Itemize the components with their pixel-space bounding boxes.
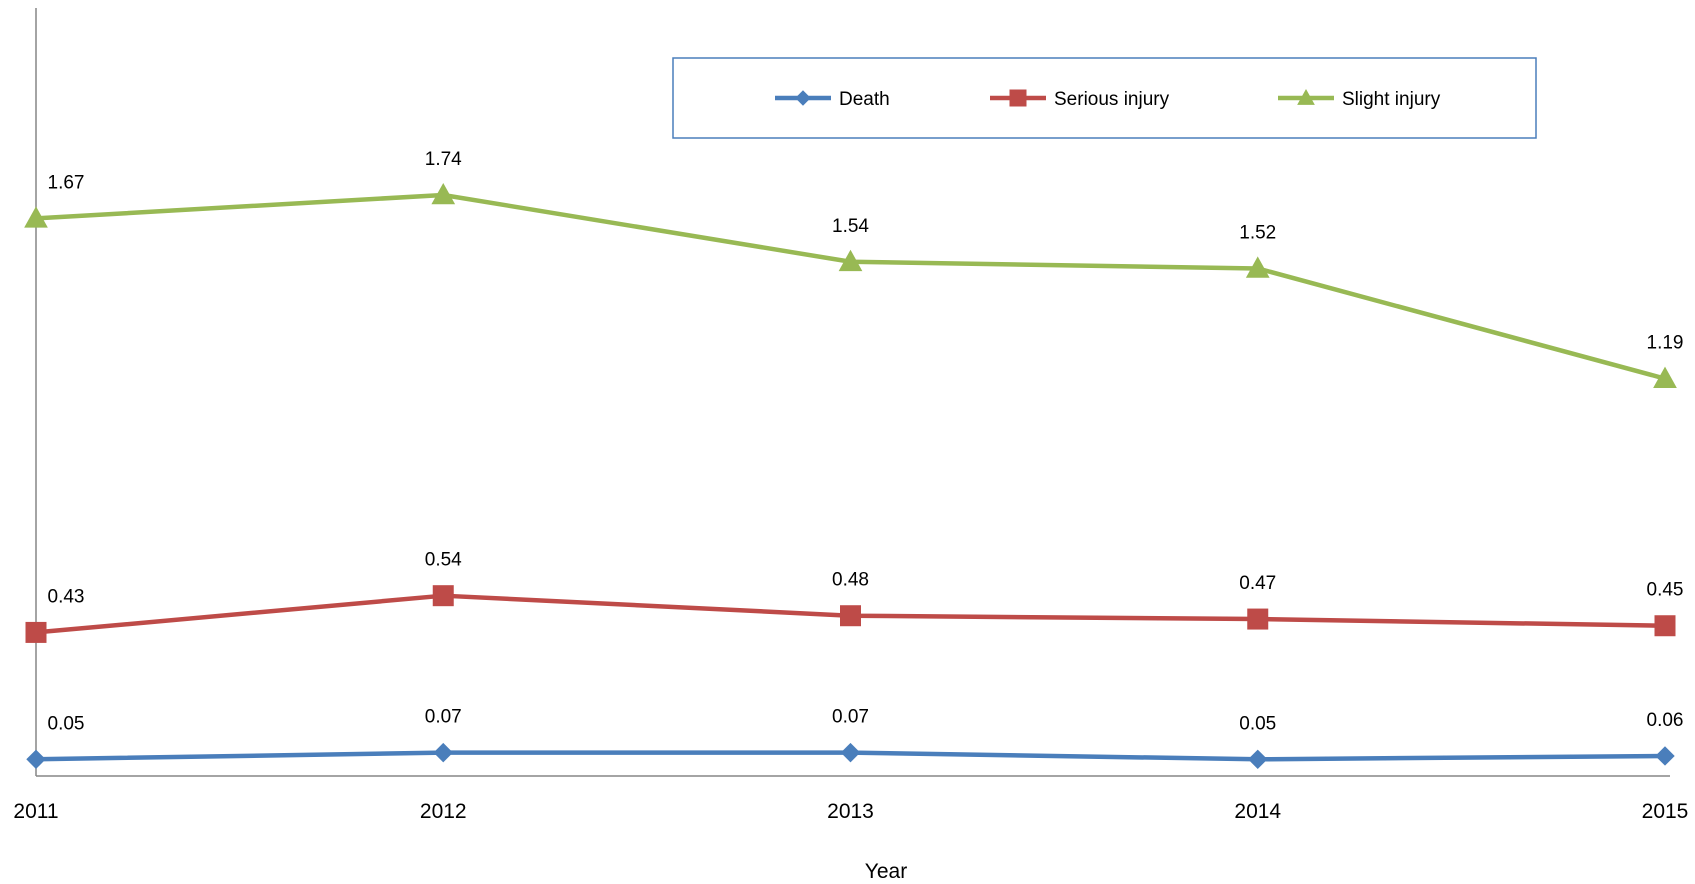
- data-label: 1.74: [425, 149, 462, 170]
- data-point: [24, 206, 48, 228]
- legend-entry: Death: [775, 89, 890, 110]
- series-death: 0.05 0.07 0.07 0.05 0.06: [26, 707, 1684, 770]
- data-label: 0.43: [48, 586, 85, 607]
- data-label: 1.19: [1647, 333, 1684, 354]
- data-point: [431, 182, 456, 205]
- data-point: [1654, 615, 1676, 637]
- x-tick-label: 2011: [13, 800, 58, 823]
- data-label: 1.54: [832, 216, 869, 237]
- data-point: [838, 249, 863, 272]
- data-label: 0.05: [48, 713, 85, 734]
- data-point: [1245, 256, 1270, 278]
- x-axis-title: Year: [865, 860, 907, 883]
- data-point: [1247, 608, 1269, 630]
- legend-entries: Death Serious injury Slight injury: [775, 88, 1441, 110]
- series-layer: 0.05 0.07 0.07 0.05 0.06 0.43 0.54 0.48 0.47 0.45…: [24, 149, 1684, 770]
- data-label: 0.07: [832, 707, 869, 728]
- data-label: 0.45: [1647, 580, 1684, 601]
- data-point: [26, 749, 46, 770]
- legend-marker: [1297, 88, 1315, 105]
- legend-label: Death: [839, 89, 890, 110]
- x-tick-label: 2015: [1642, 800, 1689, 823]
- legend: Death Serious injury Slight injury: [672, 57, 1537, 139]
- data-point: [433, 742, 453, 763]
- series-slight-injury: 1.67 1.74 1.54 1.52 1.19: [24, 149, 1684, 388]
- x-tick-label: 2013: [827, 800, 874, 823]
- data-point: [840, 605, 861, 627]
- legend-entry: Serious injury: [990, 89, 1170, 110]
- legend-label: Serious injury: [1054, 89, 1170, 110]
- data-label: 0.06: [1647, 710, 1684, 731]
- data-point: [432, 585, 454, 607]
- x-tick-label: 2012: [420, 800, 467, 823]
- legend-marker: [1009, 89, 1027, 107]
- data-point: [25, 621, 47, 643]
- series-serious-injury: 0.43 0.54 0.48 0.47 0.45: [25, 550, 1684, 643]
- data-label: 0.48: [832, 570, 869, 591]
- x-tick-labels: 2011 2012 2013 2014 2015: [13, 800, 1688, 823]
- data-label: 0.05: [1239, 713, 1276, 734]
- data-label: 0.47: [1239, 573, 1276, 594]
- data-label: 0.07: [425, 707, 462, 728]
- data-label: 0.54: [425, 550, 462, 571]
- data-point: [1653, 366, 1677, 388]
- legend-label: Slight injury: [1342, 89, 1441, 110]
- x-tick-label: 2014: [1234, 800, 1281, 823]
- data-point: [1248, 749, 1268, 770]
- data-point: [1655, 746, 1675, 766]
- legend-marker: [795, 90, 811, 106]
- data-label: 1.67: [48, 172, 85, 193]
- data-label: 1.52: [1239, 222, 1276, 243]
- data-point: [840, 742, 861, 763]
- legend-entry: Slight injury: [1278, 88, 1441, 110]
